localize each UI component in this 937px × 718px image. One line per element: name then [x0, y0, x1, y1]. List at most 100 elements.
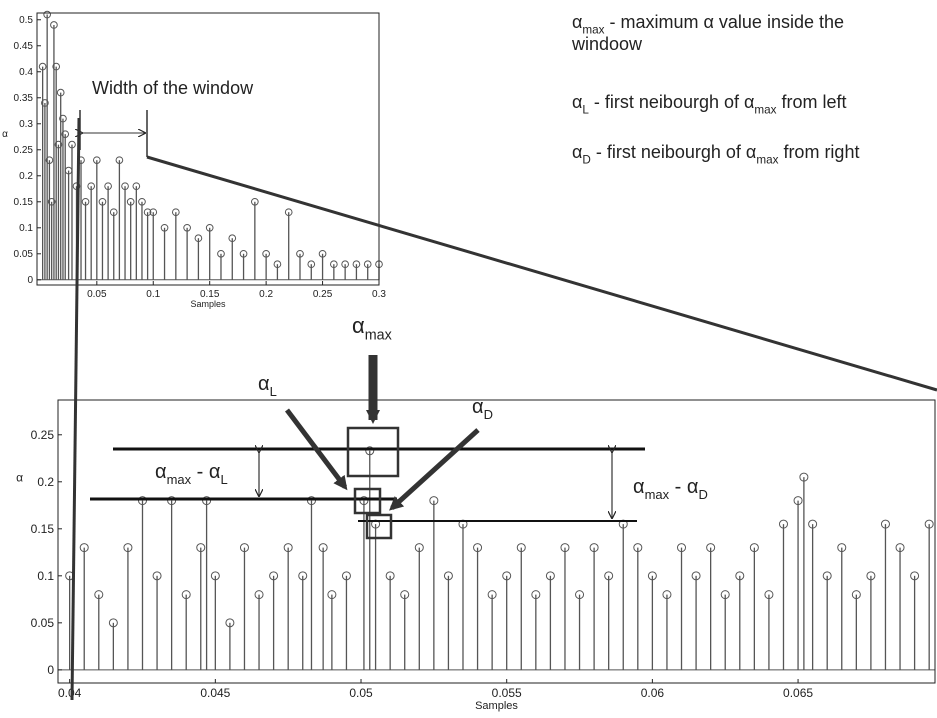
annotation: αmax [352, 313, 392, 344]
stem-marker [473, 543, 483, 553]
stem-marker [167, 496, 177, 506]
stem-marker [225, 618, 235, 628]
stem-marker [202, 496, 212, 506]
text-part: - first neibourgh of α [589, 92, 754, 112]
stem-marker [677, 543, 687, 553]
stem-marker [61, 130, 70, 139]
stem-marker [160, 223, 169, 232]
stem-marker [104, 182, 112, 191]
stem-marker [52, 62, 61, 71]
stem-marker [239, 249, 248, 258]
y-axis-label: α [2, 129, 8, 140]
annotation: αmax - αD [633, 476, 708, 502]
y-tick-label: 0.2 [19, 171, 33, 182]
stem-marker [837, 543, 847, 553]
text-part: from right [778, 142, 859, 162]
stem-marker [793, 496, 803, 506]
text-part: windoow [571, 34, 643, 54]
stem-marker [121, 182, 129, 191]
stem-marker [880, 519, 890, 529]
stem-marker [895, 543, 905, 553]
plots: 0.05 0.1 0.15 0.2 0.25 0.3 0 0.05 0.1 0.15 0.2 0.25… [2, 10, 936, 712]
subscript: max [754, 103, 776, 116]
stem-marker [126, 197, 135, 206]
stem-marker [531, 590, 541, 600]
stem-marker [400, 590, 410, 600]
stem-marker [262, 249, 270, 258]
annotation: αmax - αL [155, 461, 228, 487]
stem-marker [56, 88, 65, 97]
stem-marker [251, 197, 259, 206]
stem-marker [799, 472, 809, 482]
x-tick-label: 0.045 [200, 686, 230, 700]
stem-marker [115, 156, 124, 165]
stem-marker [691, 571, 701, 581]
arrow [285, 408, 348, 491]
subscript: max [645, 487, 670, 502]
annotation: αL [258, 373, 277, 399]
y-tick-label: 0.05 [14, 249, 34, 260]
stem-marker [662, 590, 672, 600]
subscript: D [582, 153, 590, 166]
text-part: - α [669, 476, 698, 498]
x-tick-label: 0.2 [259, 289, 273, 300]
subscript: max [582, 23, 604, 36]
stem-marker [194, 234, 203, 243]
y-tick-label: 0.15 [31, 522, 55, 536]
stem-marker [109, 208, 118, 217]
stem-marker [327, 590, 337, 600]
stem-marker [45, 156, 54, 165]
y-tick-label: 0 [47, 663, 54, 677]
stem-marker [54, 140, 63, 149]
x-tick-label: 0.06 [641, 686, 665, 700]
stem-marker [633, 543, 643, 553]
stem-marker [38, 62, 47, 71]
annotation: αmax - maximum α value inside the [572, 12, 844, 36]
stem-marker [43, 10, 51, 19]
subscript: L [220, 472, 227, 487]
text-part: - maximum α value inside the [605, 12, 845, 32]
stem-marker [443, 571, 453, 581]
stem-marker [720, 590, 730, 600]
x-tick-label: 0.3 [372, 289, 386, 300]
stem-marker [352, 260, 361, 269]
stem-marker [171, 208, 180, 217]
stem-marker [851, 590, 861, 600]
stem-marker [822, 571, 832, 581]
stem-marker [706, 543, 716, 553]
stem-marker [132, 182, 141, 191]
stem-marker [307, 260, 316, 269]
text-part: - first neibourgh of α [591, 142, 756, 162]
y-tick-label: 0.35 [14, 93, 34, 104]
text-part: α [572, 12, 582, 32]
stem-marker [365, 446, 375, 456]
x-tick-label: 0.25 [313, 289, 333, 300]
stem-marker [87, 182, 96, 191]
stem-plot: 0.04 0.045 0.05 0.055 0.06 0.065 0 0.05 0.1 0.15 0… [16, 399, 936, 712]
arrow [389, 428, 480, 511]
stem-marker [108, 618, 118, 628]
stem-marker [98, 197, 107, 206]
stem-marker [269, 571, 279, 581]
y-tick-label: 0 [27, 275, 33, 286]
text-part: α [572, 92, 582, 112]
text-part: α [633, 476, 645, 498]
x-tick-label: 0.055 [492, 686, 522, 700]
stem-marker [560, 543, 570, 553]
stem-marker [183, 223, 191, 232]
x-tick-label: 0.05 [87, 289, 107, 300]
stem-marker [749, 543, 759, 553]
stem-marker [318, 249, 327, 258]
stem-marker [341, 260, 349, 269]
y-tick-label: 0.1 [37, 569, 54, 583]
stem-marker [298, 571, 308, 581]
stem-marker [866, 571, 876, 581]
zoom-line [146, 155, 937, 392]
stem-marker [137, 496, 147, 506]
stem-marker [359, 496, 369, 506]
text-part: α [472, 396, 484, 418]
axes-frame [36, 12, 380, 286]
stem-plot: 0.05 0.1 0.15 0.2 0.25 0.3 0 0.05 0.1 0.15 0.2 0.25… [2, 10, 386, 309]
annotation: αL - first neibourgh of αmax from left [572, 92, 847, 116]
